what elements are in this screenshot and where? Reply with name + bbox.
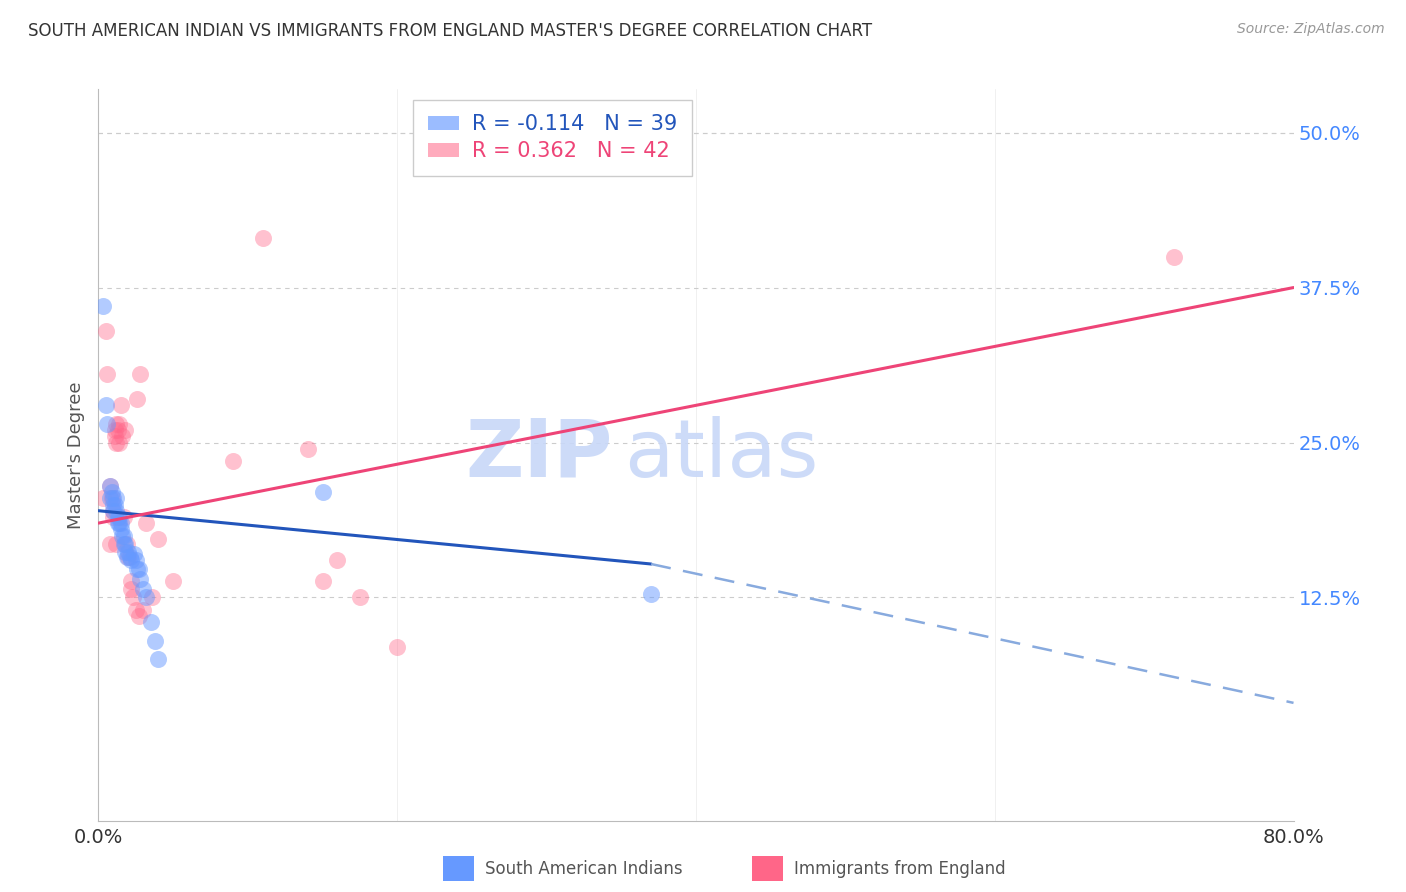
Point xyxy=(105,491,128,506)
Point xyxy=(108,435,131,450)
Point xyxy=(141,591,163,605)
Point xyxy=(110,516,132,530)
Point xyxy=(115,537,138,551)
Point xyxy=(96,417,118,431)
Point xyxy=(125,603,148,617)
Point xyxy=(128,609,150,624)
Point xyxy=(103,504,125,518)
Point xyxy=(108,417,131,431)
Point xyxy=(114,544,136,558)
Point xyxy=(120,574,142,589)
Point xyxy=(117,549,139,564)
Point xyxy=(135,591,157,605)
Point xyxy=(148,652,170,666)
Point xyxy=(98,537,122,551)
Text: Immigrants from England: Immigrants from England xyxy=(794,860,1007,878)
Text: SOUTH AMERICAN INDIAN VS IMMIGRANTS FROM ENGLAND MASTER'S DEGREE CORRELATION CHA: SOUTH AMERICAN INDIAN VS IMMIGRANTS FROM… xyxy=(28,22,872,40)
Point xyxy=(105,537,128,551)
Point xyxy=(91,299,114,313)
Point xyxy=(132,603,155,617)
Point xyxy=(104,498,127,512)
Point xyxy=(124,547,146,561)
Text: Source: ZipAtlas.com: Source: ZipAtlas.com xyxy=(1237,22,1385,37)
Point xyxy=(121,591,143,605)
Point xyxy=(640,587,662,601)
Point xyxy=(132,582,155,596)
Point xyxy=(326,553,349,567)
Point xyxy=(139,615,162,630)
Point xyxy=(143,633,166,648)
Point xyxy=(135,516,157,530)
Point xyxy=(114,423,136,437)
Legend: R = -0.114   N = 39, R = 0.362   N = 42: R = -0.114 N = 39, R = 0.362 N = 42 xyxy=(413,100,692,176)
Point xyxy=(104,429,127,443)
Point xyxy=(311,574,333,589)
Point xyxy=(118,549,141,564)
Point xyxy=(94,324,117,338)
Point xyxy=(103,491,125,506)
Point xyxy=(96,368,118,382)
Point xyxy=(110,522,132,536)
Point xyxy=(111,429,134,443)
Point xyxy=(114,537,136,551)
Text: South American Indians: South American Indians xyxy=(485,860,683,878)
Point xyxy=(105,435,128,450)
Point xyxy=(111,528,134,542)
Point xyxy=(117,544,139,558)
Y-axis label: Master's Degree: Master's Degree xyxy=(66,381,84,529)
Point xyxy=(222,454,245,468)
Point xyxy=(112,528,135,542)
Point xyxy=(103,509,125,524)
Point xyxy=(120,582,142,596)
Point xyxy=(91,491,114,506)
Point xyxy=(127,562,149,576)
Point xyxy=(104,423,127,437)
Point xyxy=(148,533,170,547)
Point xyxy=(112,537,135,551)
Point xyxy=(110,398,132,412)
Point xyxy=(98,479,122,493)
Point xyxy=(128,562,150,576)
Point xyxy=(94,398,117,412)
Point xyxy=(129,368,152,382)
Point xyxy=(125,553,148,567)
Point xyxy=(103,498,125,512)
Point xyxy=(98,479,122,493)
Point xyxy=(101,485,124,500)
Point xyxy=(107,516,129,530)
Point xyxy=(108,509,131,524)
Point xyxy=(112,509,135,524)
Point xyxy=(107,423,129,437)
Point xyxy=(349,591,371,605)
Text: ZIP: ZIP xyxy=(465,416,612,494)
Point xyxy=(101,491,124,506)
Point xyxy=(129,572,152,586)
Point xyxy=(103,504,125,518)
Point xyxy=(105,417,128,431)
Point xyxy=(385,640,409,654)
Point xyxy=(120,553,142,567)
Point xyxy=(115,549,138,564)
Text: atlas: atlas xyxy=(624,416,818,494)
Point xyxy=(162,574,184,589)
Point xyxy=(98,491,122,506)
Point xyxy=(108,516,131,530)
Point xyxy=(311,485,333,500)
Point xyxy=(252,231,274,245)
Point xyxy=(107,509,129,524)
Point xyxy=(127,392,149,406)
Point xyxy=(105,504,128,518)
Point xyxy=(1163,250,1185,264)
Point xyxy=(297,442,319,456)
